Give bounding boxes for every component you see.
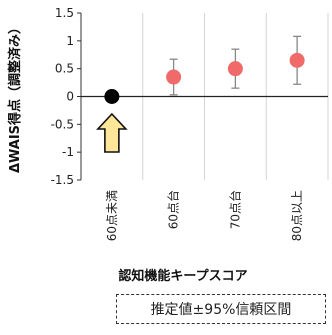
y-tick-label: 0 xyxy=(66,90,74,104)
y-tick-label: -1 xyxy=(62,145,74,159)
reference-point xyxy=(104,89,120,104)
x-tick-label: 60点台 xyxy=(166,190,181,229)
y-tick-label: -1.5 xyxy=(51,173,74,187)
y-tick-label: 1.5 xyxy=(55,6,74,20)
y-tick-label: 0.5 xyxy=(55,62,74,76)
x-tick-label: 70点台 xyxy=(227,190,242,229)
confidence-interval-note: 推定値±95%信頼区間 xyxy=(116,294,326,324)
reference-arrow-icon xyxy=(96,112,128,153)
confidence-interval-note-text: 推定値±95%信頼区間 xyxy=(150,302,292,318)
x-tick-label: 80点以上 xyxy=(290,190,304,241)
x-axis-title: 認知機能キープスコア xyxy=(118,268,247,284)
data-point xyxy=(166,69,182,85)
y-axis-title: ΔWAIS得点（調整済み） xyxy=(7,21,23,173)
y-tick-label: 1 xyxy=(66,34,74,48)
x-tick-label: 60点未満 xyxy=(105,190,119,241)
data-point xyxy=(289,52,305,68)
data-point xyxy=(227,61,243,77)
y-tick-label: -0.5 xyxy=(51,117,74,131)
plot-area: 1.5 1 0.5 0 -0.5 -1 -1.5 60点未満 60点台 70点台 80点以上 xyxy=(51,6,329,241)
